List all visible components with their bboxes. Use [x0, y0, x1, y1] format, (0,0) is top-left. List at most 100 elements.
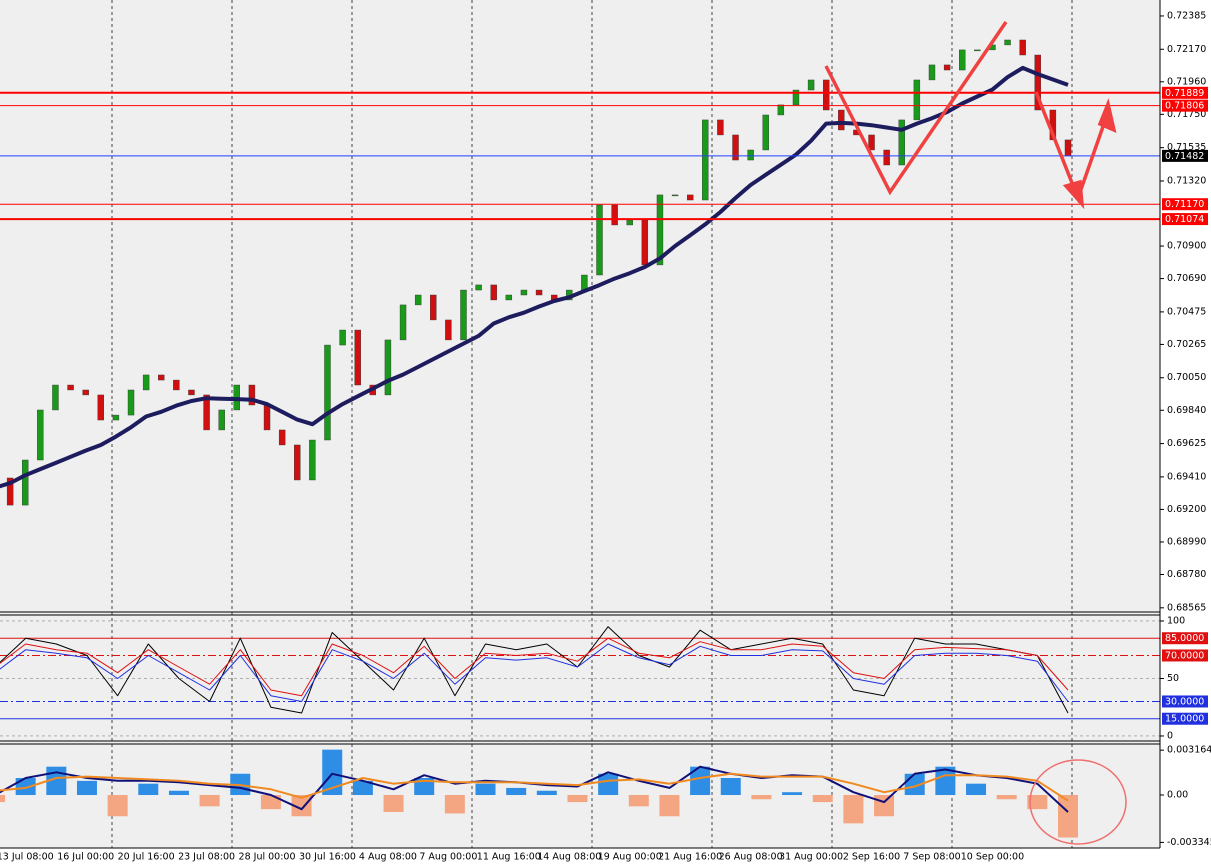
histogram-bar	[720, 778, 741, 796]
y-tick-label: 0.70050	[1167, 372, 1206, 383]
candle	[807, 79, 815, 91]
candle	[414, 294, 422, 306]
x-tick-label: 7 Aug 00:00	[419, 852, 477, 863]
candle	[1019, 39, 1026, 56]
level-label: 30.0000	[1165, 696, 1204, 707]
candle	[445, 319, 452, 341]
x-tick-label: 31 Aug 00:00	[779, 852, 843, 863]
y-tick-label: 0.69840	[1167, 405, 1206, 416]
candle	[188, 389, 195, 396]
candle	[248, 384, 256, 406]
y-tick-label: 0	[1167, 730, 1173, 741]
histogram-bar	[168, 790, 189, 796]
series-line	[0, 643, 1069, 702]
level-label-box	[1162, 149, 1208, 162]
arrow	[824, 21, 1008, 196]
arrow-head	[1062, 179, 1085, 210]
y-tick-label: 0.70265	[1167, 339, 1206, 350]
candle	[717, 119, 724, 136]
histogram-bar	[76, 780, 97, 796]
histogram-bar	[444, 795, 465, 814]
candle	[22, 459, 29, 506]
level-label: 0.71806	[1165, 101, 1204, 112]
candle	[702, 119, 709, 201]
y-tick-label: 0.71960	[1167, 76, 1206, 87]
x-tick-label: 7 Sep 08:00	[903, 852, 960, 863]
y-tick-label: 0.69410	[1167, 471, 1206, 482]
arrow-head	[1097, 98, 1117, 133]
y-tick-label: 100	[1167, 615, 1185, 626]
histogram-bar	[996, 795, 1017, 800]
candle	[898, 119, 905, 166]
candle	[203, 394, 210, 431]
level-label-box	[1162, 695, 1208, 708]
candle	[641, 219, 649, 266]
candle	[671, 194, 679, 197]
histogram-bar	[598, 773, 619, 796]
y-tick-label: 0.69200	[1167, 504, 1206, 515]
x-tick-label: 4 Aug 08:00	[359, 852, 417, 863]
candle	[475, 284, 482, 291]
level-label-box	[1162, 632, 1208, 645]
level-label-box	[1162, 99, 1208, 112]
y-tick-label: 0.69625	[1167, 438, 1206, 449]
candle	[324, 344, 331, 441]
candle	[535, 289, 543, 296]
candle	[883, 149, 890, 166]
level-label: 15.0000	[1165, 714, 1204, 725]
candle	[354, 329, 361, 386]
candle	[309, 439, 316, 481]
y-tick-label: 0.68780	[1167, 569, 1206, 580]
histogram-bar	[751, 795, 772, 800]
y-tick-label: 50	[1167, 673, 1179, 684]
y-tick-label: 0.70900	[1167, 241, 1206, 252]
histogram-bar	[782, 792, 803, 796]
y-tick-label: 0.71320	[1167, 175, 1206, 186]
x-tick-label: 11 Aug 16:00	[477, 852, 541, 863]
highlight-circle	[1029, 759, 1127, 845]
candle	[218, 409, 225, 431]
x-tick-label: 19 Aug 00:00	[598, 852, 662, 863]
histogram-bar	[199, 795, 220, 807]
histogram-bar	[138, 783, 159, 796]
histogram-bar	[260, 795, 281, 810]
annotation-arrows	[824, 21, 1127, 845]
histogram-bar	[567, 795, 588, 803]
histogram-bar	[15, 778, 36, 796]
histogram-bar	[107, 795, 128, 817]
series-line	[0, 65, 1069, 489]
candle	[490, 284, 497, 301]
candle	[173, 379, 180, 391]
y-tick-label: 0.70690	[1167, 273, 1206, 284]
candle	[339, 329, 346, 346]
x-tick-label: 30 Jul 16:00	[299, 852, 356, 863]
x-tick-label: 2 Sep 16:00	[843, 852, 900, 863]
candle	[520, 289, 528, 296]
histogram-bar	[475, 783, 496, 796]
candle	[294, 444, 301, 481]
level-label-box	[1162, 649, 1208, 662]
y-tick-label: 0.71750	[1167, 109, 1206, 120]
candle	[626, 219, 633, 226]
y-tick-label: 0.70475	[1167, 306, 1206, 317]
histogram-bar	[383, 795, 404, 813]
candle	[112, 414, 120, 421]
y-tick-label: 0.00	[1167, 790, 1188, 801]
level-label: 70.0000	[1165, 650, 1204, 661]
candle	[686, 194, 694, 201]
plot-background	[0, 0, 1160, 848]
histogram-bar	[874, 795, 895, 817]
candle	[792, 89, 800, 106]
candle	[263, 404, 271, 431]
x-tick-label: 10 Sep 00:00	[961, 852, 1024, 863]
histogram-bar	[812, 795, 833, 803]
candle	[656, 194, 664, 266]
histogram-bar	[690, 766, 711, 796]
candle	[777, 104, 785, 116]
level-label-box	[1162, 213, 1208, 226]
histogram-bar	[506, 787, 527, 796]
histogram-bar	[843, 795, 864, 824]
y-tick-label: 0.0031642	[1167, 745, 1211, 756]
histogram-bar	[1058, 795, 1078, 838]
